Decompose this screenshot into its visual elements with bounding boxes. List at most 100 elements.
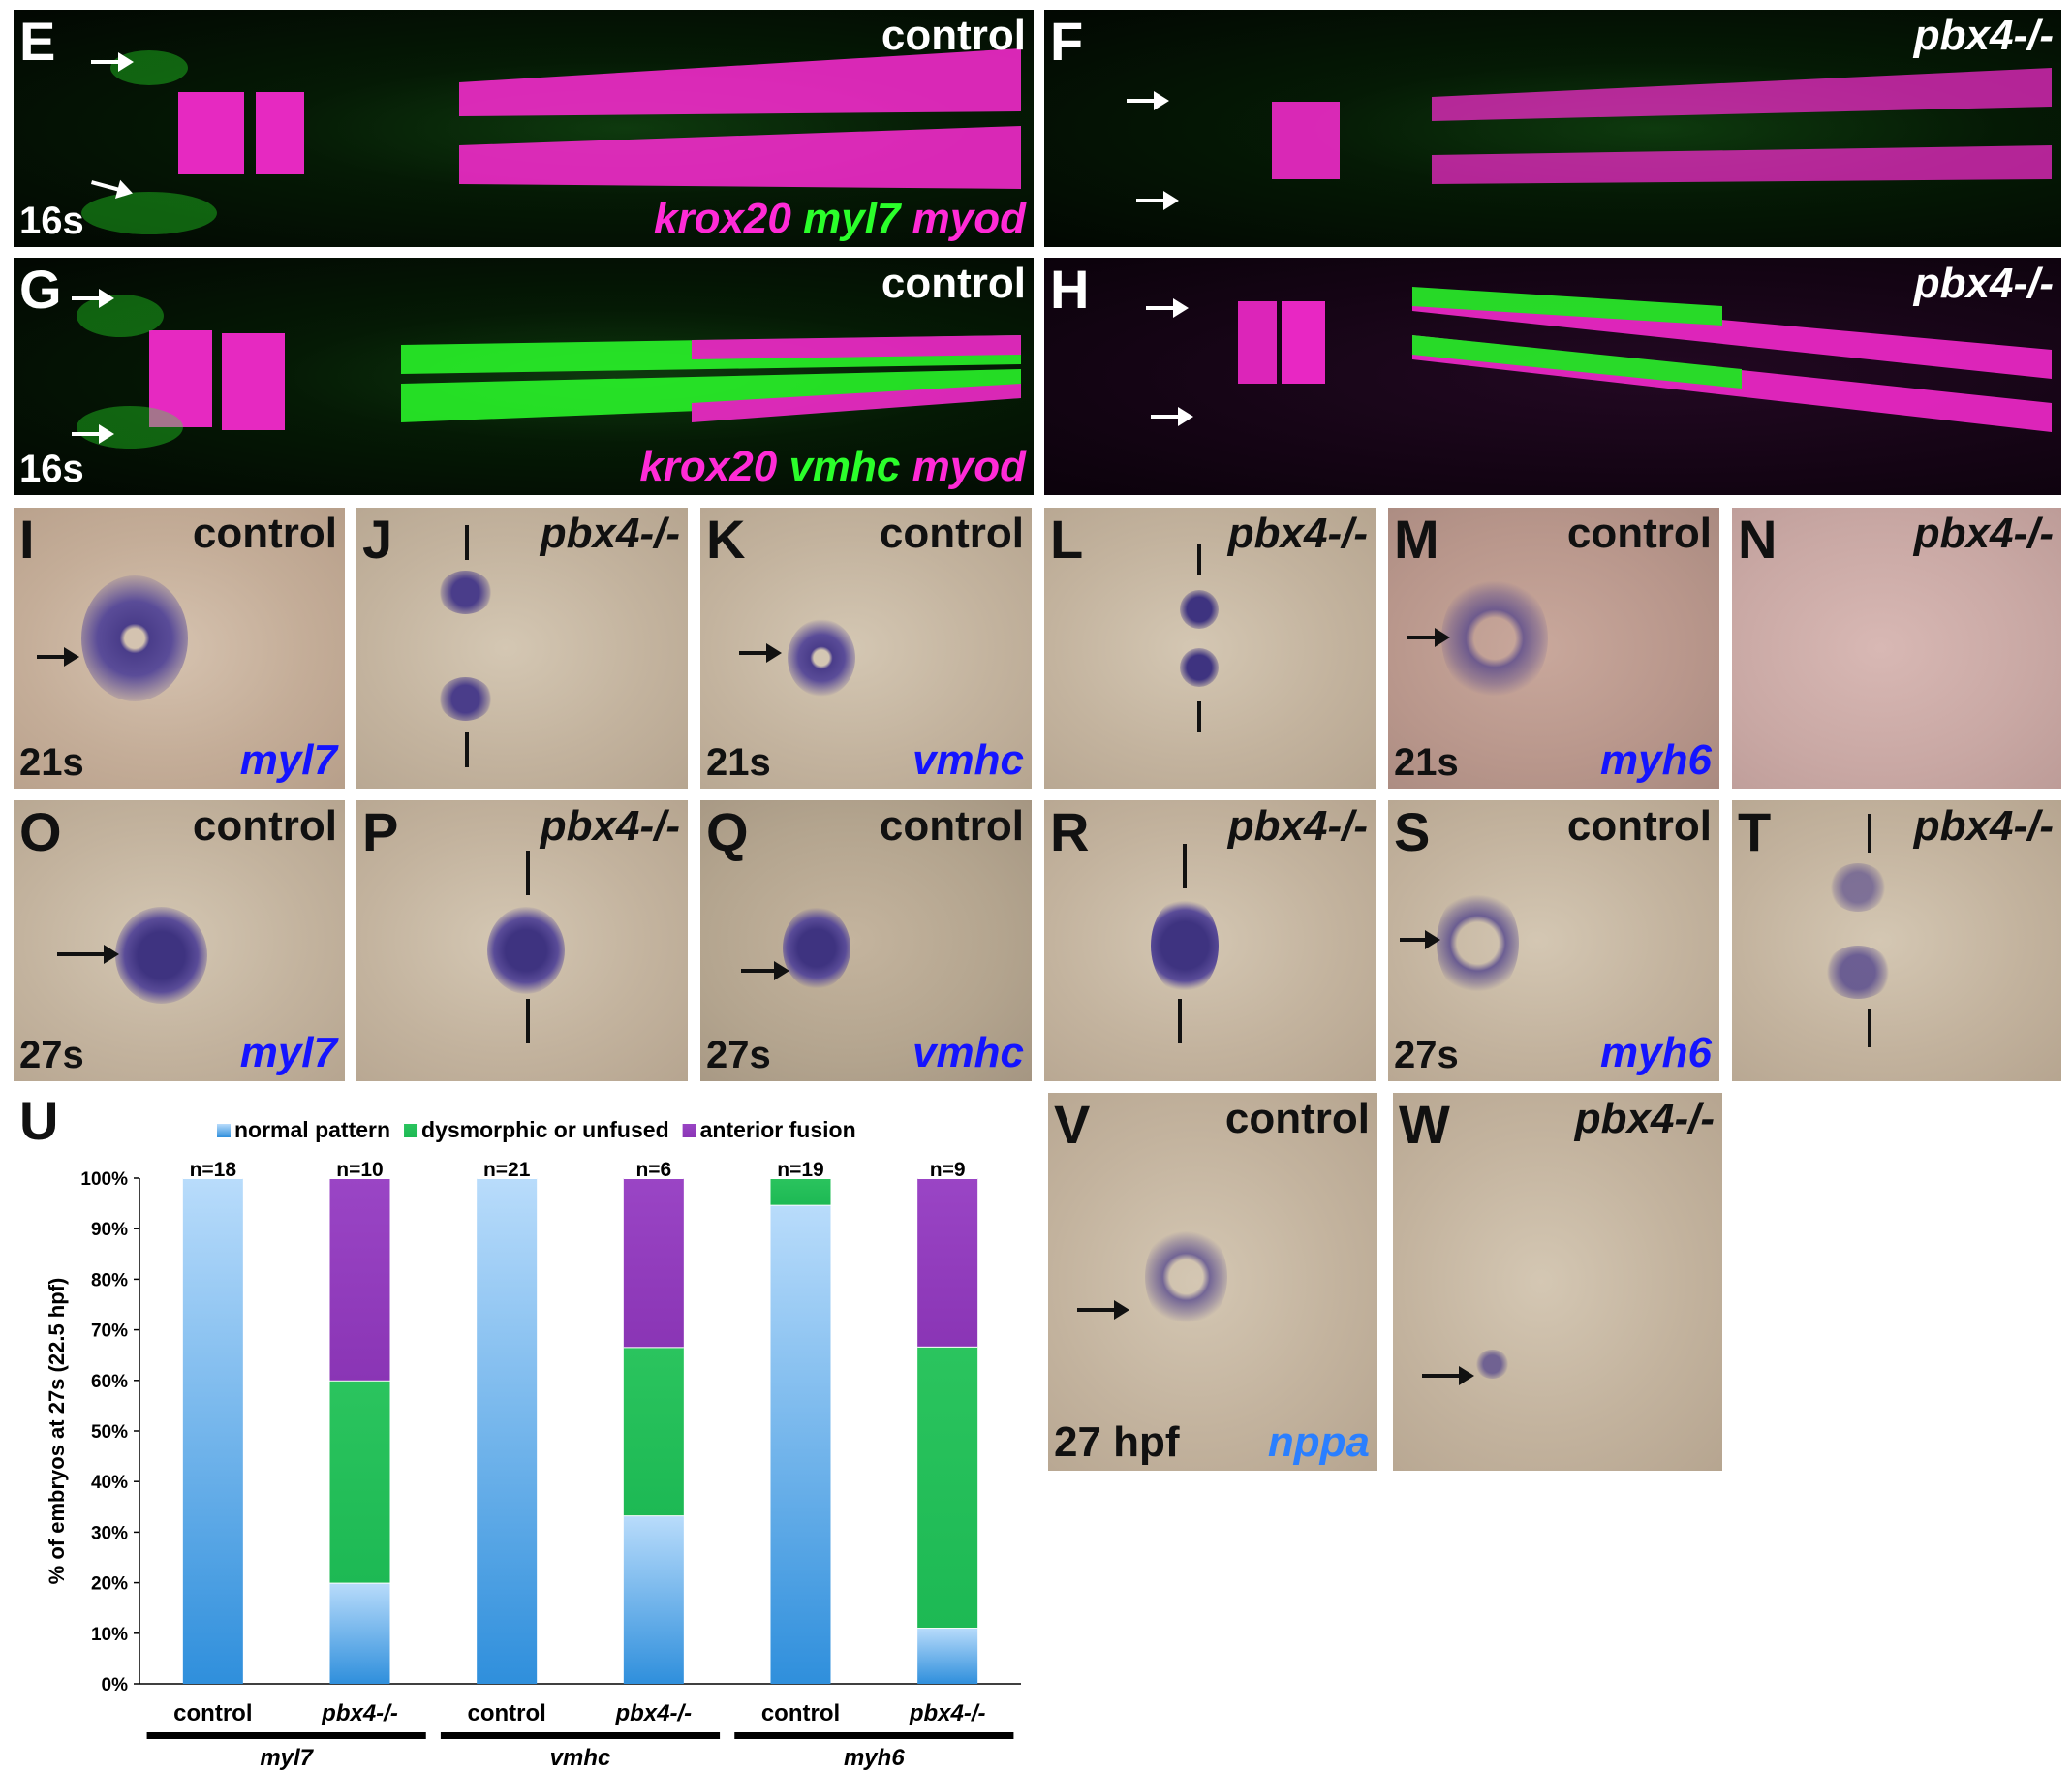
y-tick-label: 100% [80, 1169, 128, 1190]
group-label: vmhc [550, 1745, 611, 1771]
gene-label: myl7 [239, 736, 337, 784]
y-tick-label: 40% [91, 1473, 128, 1493]
panel-letter: R [1050, 801, 1090, 862]
panel-P: P pbx4-/- [356, 800, 688, 1081]
arrow-icon [1197, 544, 1201, 575]
panel-letter: I [19, 509, 35, 570]
n-label: n=19 [777, 1159, 823, 1181]
x-tick-label: control [761, 1700, 840, 1726]
x-tick-label: pbx4-/- [614, 1700, 692, 1726]
y-axis-label: % of embryos at 27s (22.5 hpf) [45, 1278, 69, 1585]
panel-letter: K [706, 509, 746, 570]
panel-U: U 0% 10% 20% 30% 40% 50% 60% 70% 80% 90% 100% % of … [14, 1093, 1040, 1771]
stage-label: 16s [19, 200, 84, 242]
condition-label: control [879, 510, 1024, 557]
arrow-icon [465, 525, 469, 560]
gene-labels: krox20 myl7 myod [654, 195, 1026, 243]
arrow-icon [741, 961, 789, 980]
panel-letter: N [1738, 509, 1778, 570]
panel-letter: Q [706, 801, 749, 862]
gene-label: krox20 [639, 443, 778, 490]
condition-label: control [1566, 802, 1712, 850]
y-tick-label: 20% [91, 1574, 128, 1595]
stain-ring [1145, 1224, 1227, 1330]
panel-R: R pbx4-/- [1044, 800, 1376, 1081]
condition-label: control [881, 260, 1026, 307]
condition-label: control [1224, 1095, 1370, 1142]
arrow-icon [1127, 91, 1169, 110]
arrow-icon [1136, 191, 1179, 210]
stain-ring [1441, 575, 1548, 701]
panel-Q: Q control 27s vmhc [700, 800, 1032, 1081]
panel-letter: V [1054, 1094, 1091, 1155]
x-tick-label: pbx4-/- [909, 1700, 986, 1726]
gene-label: myl7 [239, 1029, 337, 1076]
group-label: myh6 [844, 1745, 905, 1771]
condition-label: pbx4-/- [540, 510, 680, 557]
arrow-icon [1077, 1300, 1129, 1320]
stage-label: 27 hpf [1054, 1418, 1180, 1466]
panel-H-image [1238, 287, 2052, 432]
arrow-icon [1868, 814, 1871, 853]
arrow-icon [72, 289, 114, 308]
stage-label: 21s [706, 741, 771, 784]
x-tick-label: control [468, 1700, 546, 1726]
panel-letter: S [1394, 801, 1431, 862]
arrow-icon [72, 424, 114, 444]
arrow-icon [57, 945, 119, 964]
panel-letter: G [19, 259, 62, 320]
stain-ring [81, 575, 188, 701]
gene-label: myh6 [1600, 1029, 1712, 1076]
bar-segment [770, 1204, 831, 1684]
group-bar [734, 1732, 1014, 1739]
y-tick-label: 60% [91, 1372, 128, 1392]
condition-label: pbx4-/- [1913, 12, 2054, 59]
panel-J: J pbx4-/- [356, 508, 688, 789]
panel-letter: F [1050, 11, 1084, 72]
stain-patch [1180, 590, 1219, 629]
panel-letter: E [19, 11, 56, 72]
arrow-icon [526, 851, 530, 895]
legend-swatch [682, 1124, 696, 1137]
legend-swatch [404, 1124, 418, 1137]
stain-patch [783, 907, 850, 989]
stage-label: 16s [19, 448, 84, 490]
panel-letter: L [1050, 509, 1084, 570]
panel-letter: M [1394, 509, 1439, 570]
arrow-icon [1151, 407, 1193, 426]
stain-patch [1824, 946, 1892, 999]
gene-label: nppa [1267, 1418, 1370, 1466]
bar-segment [623, 1347, 684, 1516]
arrow-icon [91, 52, 134, 72]
gene-label: krox20 [653, 195, 791, 242]
gene-label: myh6 [1600, 736, 1712, 784]
stain-ring [1437, 887, 1519, 999]
arrow-icon [739, 643, 782, 663]
arrow-icon [1197, 701, 1201, 732]
bar-segment [917, 1178, 978, 1347]
group-bar [440, 1732, 721, 1739]
stain-ring [115, 907, 207, 1004]
gene-label: myl7 [803, 195, 901, 242]
gene-label: vmhc [789, 443, 901, 490]
stain-patch [1180, 648, 1219, 687]
bar-segment [623, 1515, 684, 1684]
panel-letter: H [1050, 259, 1090, 320]
y-tick-label: 0% [102, 1675, 129, 1695]
panel-G-image [77, 295, 1021, 449]
stacked-bar-chart: 0% 10% 20% 30% 40% 50% 60% 70% 80% 90% 100% % of em… [45, 1117, 1021, 1771]
gene-label: myod [912, 195, 1026, 242]
condition-label: pbx4-/- [1574, 1095, 1715, 1142]
panel-K: K control 21s vmhc [700, 508, 1032, 789]
stain-patch [439, 571, 492, 614]
arrow-icon [526, 999, 530, 1043]
panel-O: O control 27s myl7 [14, 800, 345, 1081]
stage-label: 21s [1394, 741, 1459, 784]
condition-label: control [879, 802, 1024, 850]
panel-E: E control 16s krox20 myl7 myod [14, 10, 1034, 247]
stage-label: 27s [1394, 1034, 1459, 1076]
stain-patch [439, 677, 492, 721]
panel-letter: O [19, 801, 62, 862]
stage-label: 27s [19, 1034, 84, 1076]
gene-label: vmhc [912, 736, 1024, 784]
